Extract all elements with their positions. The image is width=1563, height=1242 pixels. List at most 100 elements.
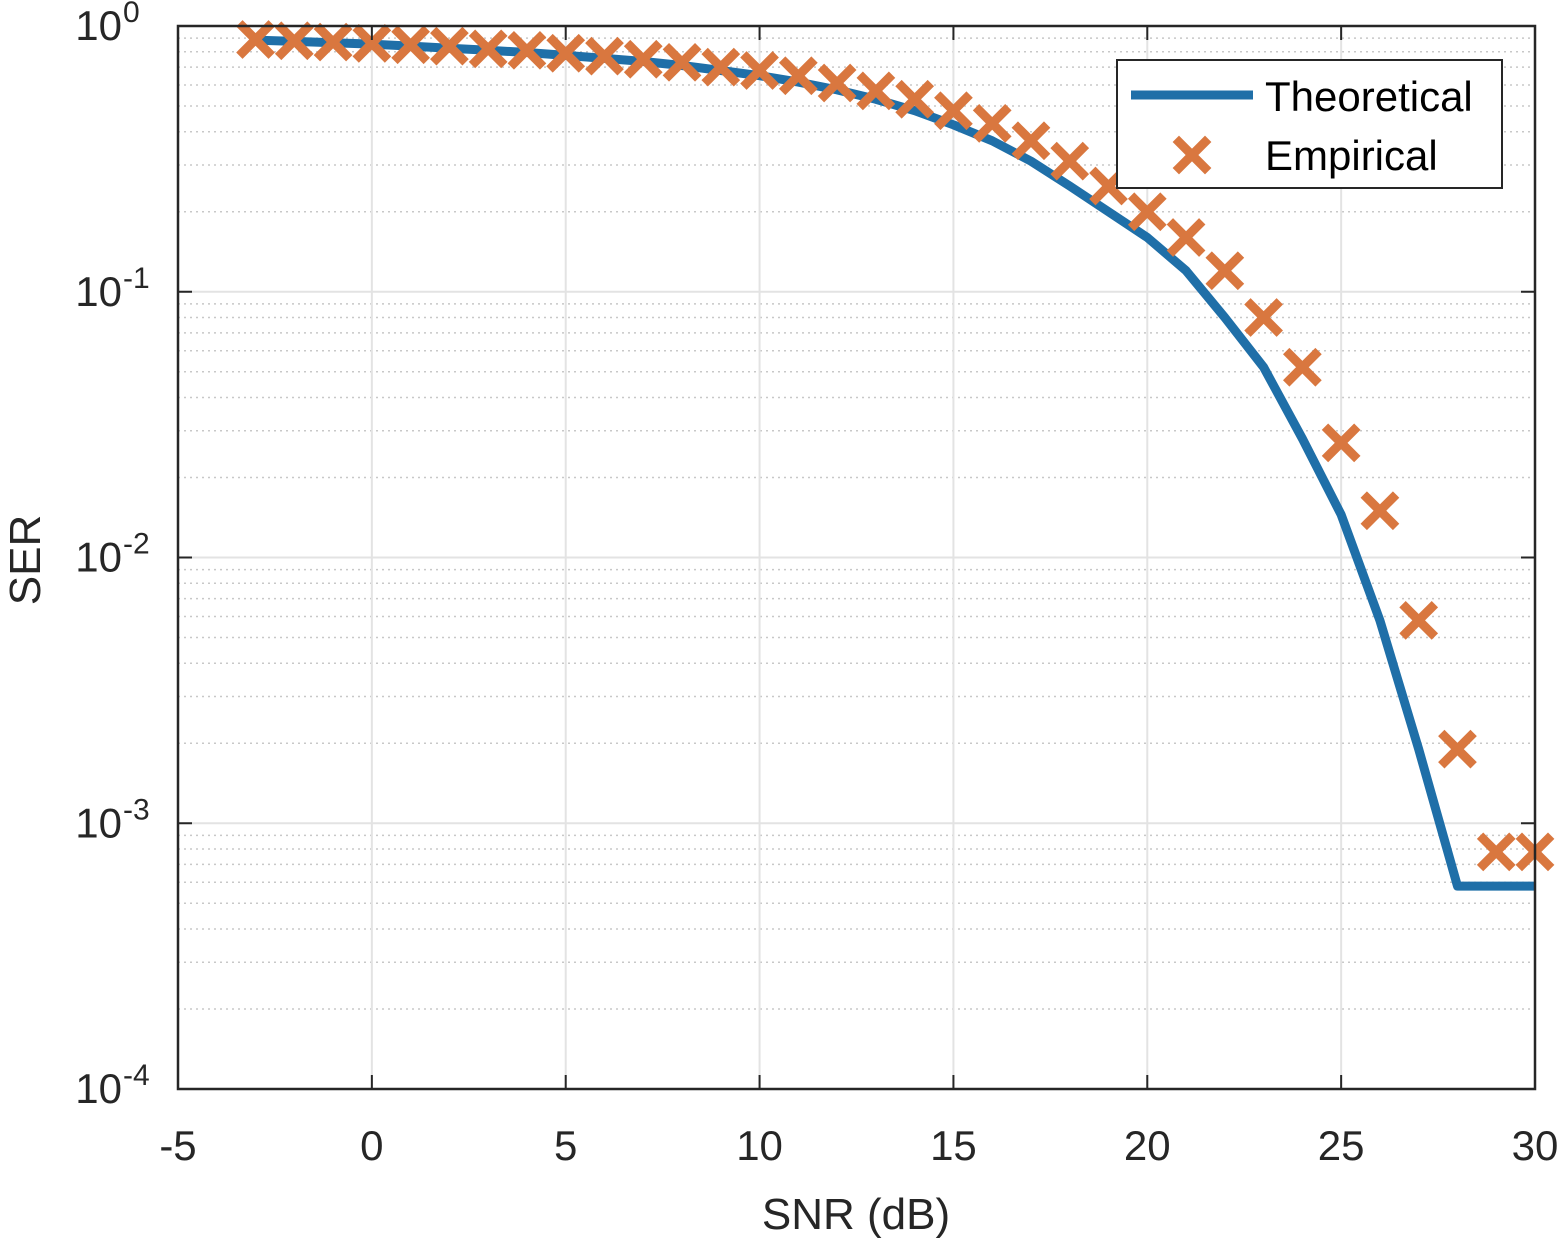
axis-ticks (177, 25, 1536, 1090)
empirical-point (507, 30, 547, 70)
x-tick-label: 25 (1318, 1122, 1365, 1169)
y-tick-label: 10 0 (75, 0, 139, 49)
x-tick-label: 20 (1124, 1122, 1171, 1169)
empirical-point (662, 42, 702, 82)
empirical-point (1360, 491, 1400, 531)
y-tick-base: 10 (75, 799, 122, 846)
empirical-point (468, 29, 508, 69)
empirical-point (1283, 347, 1322, 387)
empirical-point (1476, 832, 1516, 872)
empirical-point (313, 22, 353, 62)
marker-stroke (1360, 491, 1400, 531)
marker-stroke (1244, 298, 1283, 337)
marker-stroke (972, 104, 1012, 143)
empirical-point (817, 63, 857, 103)
legend-empirical-marker-icon (1172, 135, 1212, 175)
y-tick-exponent: 0 (123, 0, 140, 29)
marker-stroke (391, 25, 430, 65)
marker-stroke (430, 26, 469, 66)
x-tick-label: 15 (930, 1122, 977, 1169)
y-tick-exponent: -2 (123, 528, 150, 561)
marker-stroke (1011, 121, 1051, 161)
legend-x-marker (1172, 135, 1212, 175)
empirical-point (1127, 192, 1167, 232)
marker-stroke (934, 91, 973, 131)
y-tick-base: 10 (75, 534, 122, 581)
y-tick-label: 10 -2 (75, 528, 149, 581)
empirical-point (972, 104, 1012, 143)
marker-stroke (274, 21, 314, 61)
empirical-point (1011, 121, 1051, 161)
legend: Theoretical Empirical (1116, 59, 1503, 189)
marker-stroke (352, 24, 392, 63)
theoretical-line (255, 35, 1535, 891)
marker-stroke (856, 71, 896, 111)
marker-stroke (507, 30, 547, 70)
marker-stroke (546, 33, 586, 73)
marker-stroke (623, 39, 663, 79)
empirical-point (856, 71, 896, 111)
empirical-point (430, 26, 469, 66)
empirical-point (391, 25, 430, 65)
marker-stroke (1438, 729, 1477, 769)
series-layer (236, 20, 1555, 891)
marker-stroke (468, 29, 508, 69)
marker-stroke (1283, 347, 1322, 387)
y-tick-exponent: -3 (123, 793, 150, 826)
marker-stroke (1050, 141, 1090, 181)
marker-stroke (585, 36, 624, 76)
y-tick-label: 10 -1 (75, 262, 149, 315)
y-tick-exponent: -4 (123, 1059, 150, 1092)
empirical-point (1166, 218, 1206, 257)
marker-stroke (1172, 135, 1212, 175)
empirical-point (274, 21, 314, 61)
empirical-point (895, 79, 935, 119)
empirical-point (1205, 251, 1245, 291)
y-tick-label: 10 -3 (75, 793, 149, 846)
y-tick-label: 10 -4 (75, 1059, 149, 1112)
empirical-point (623, 39, 663, 79)
x-tick-label: 0 (360, 1122, 383, 1169)
marker-stroke (313, 22, 353, 62)
x-axis-label: SNR (dB) (762, 1190, 950, 1239)
marker-stroke (740, 51, 779, 90)
y-tick-base: 10 (75, 1065, 122, 1112)
empirical-point (701, 47, 741, 87)
marker-stroke (662, 42, 702, 82)
y-tick-exponent: -1 (123, 262, 150, 295)
empirical-point (1244, 298, 1283, 337)
marker-stroke (1476, 832, 1516, 872)
y-axis-label: SER (1, 515, 50, 605)
empirical-point (546, 33, 586, 73)
marker-stroke (778, 56, 818, 96)
legend-theoretical-label: Theoretical (1265, 73, 1473, 120)
x-tick-labels: -5 0 5 10 15 20 25 30 (159, 1122, 1558, 1169)
empirical-point (1399, 601, 1439, 640)
marker-stroke (895, 79, 935, 119)
legend-empirical-label: Empirical (1265, 132, 1438, 179)
y-tick-base: 10 (75, 268, 122, 315)
y-tick-base: 10 (75, 2, 122, 49)
empirical-point (740, 51, 779, 90)
x-tick-label: -5 (159, 1122, 196, 1169)
marker-stroke (1321, 423, 1361, 463)
marker-stroke (1399, 601, 1439, 640)
x-tick-label: 5 (554, 1122, 577, 1169)
empirical-point (236, 20, 275, 59)
marker-stroke (701, 47, 741, 87)
marker-stroke (1205, 251, 1245, 291)
empirical-point (778, 56, 818, 96)
marker-stroke (817, 63, 857, 103)
empirical-point (934, 91, 973, 131)
x-tick-label: 10 (736, 1122, 783, 1169)
empirical-point (585, 36, 624, 76)
empirical-point (352, 24, 392, 63)
marker-stroke (236, 20, 275, 59)
empirical-point (1050, 141, 1090, 181)
marker-stroke (1166, 218, 1206, 257)
x-tick-label: 30 (1512, 1122, 1559, 1169)
empirical-point (1321, 423, 1361, 463)
empirical-point (1438, 729, 1477, 769)
